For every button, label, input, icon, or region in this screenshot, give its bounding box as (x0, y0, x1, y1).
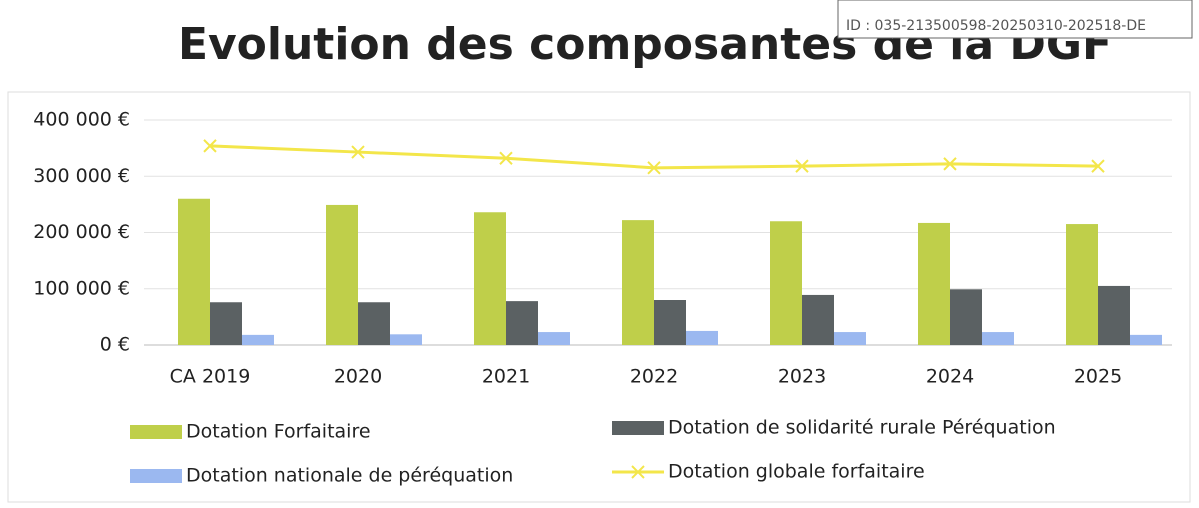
line-marker (795, 159, 809, 173)
legend-swatch (612, 421, 664, 435)
y-tick-label: 400 000 € (33, 109, 130, 131)
y-tick-label: 300 000 € (33, 165, 130, 187)
legend-label: Dotation Forfaitaire (186, 421, 371, 443)
bar (474, 212, 506, 345)
bar (802, 294, 834, 345)
x-tick-label: 2022 (630, 366, 678, 388)
bar (622, 220, 654, 345)
legend-label: Dotation de solidarité rurale Péréquatio… (668, 417, 1056, 439)
y-tick-label: 0 € (100, 334, 130, 356)
bar (326, 204, 358, 345)
line-marker (1091, 159, 1105, 173)
legend-swatch (130, 469, 182, 483)
x-tick-label: CA 2019 (170, 366, 251, 388)
bar (1098, 285, 1130, 345)
x-tick-label: 2020 (334, 366, 382, 388)
bar (390, 334, 422, 345)
chart-frame (7, 91, 1191, 503)
legend-swatch-marker (631, 465, 645, 479)
bar (918, 222, 950, 345)
y-tick-label: 100 000 € (33, 277, 130, 299)
y-tick-label: 200 000 € (33, 221, 130, 243)
stamp-box (837, 0, 1193, 39)
x-tick-label: 2025 (1074, 366, 1122, 388)
x-tick-label: 2021 (482, 366, 530, 388)
bar (686, 330, 718, 345)
bar (210, 302, 242, 345)
line-marker (351, 145, 365, 159)
legend-label: Dotation nationale de péréquation (186, 465, 513, 487)
x-tick-label: 2024 (926, 366, 974, 388)
bar (1066, 224, 1098, 345)
bar (834, 332, 866, 345)
bar (178, 198, 210, 345)
bar (982, 332, 1014, 345)
bar (950, 289, 982, 345)
line-marker (203, 139, 217, 153)
line-series (209, 144, 1099, 170)
line-marker (943, 157, 957, 171)
line-marker (647, 161, 661, 175)
stamp-text: ID : 035-213500598-20250310-202518-DE (846, 18, 1146, 34)
bar (1130, 334, 1162, 345)
bar (358, 302, 390, 345)
bar (242, 334, 274, 345)
bar (538, 332, 570, 345)
x-tick-label: 2023 (778, 366, 826, 388)
bar (506, 301, 538, 345)
bar (654, 300, 686, 345)
legend-swatch (130, 425, 182, 439)
line-marker (499, 151, 513, 165)
legend-label: Dotation globale forfaitaire (668, 461, 925, 483)
bar (770, 221, 802, 345)
